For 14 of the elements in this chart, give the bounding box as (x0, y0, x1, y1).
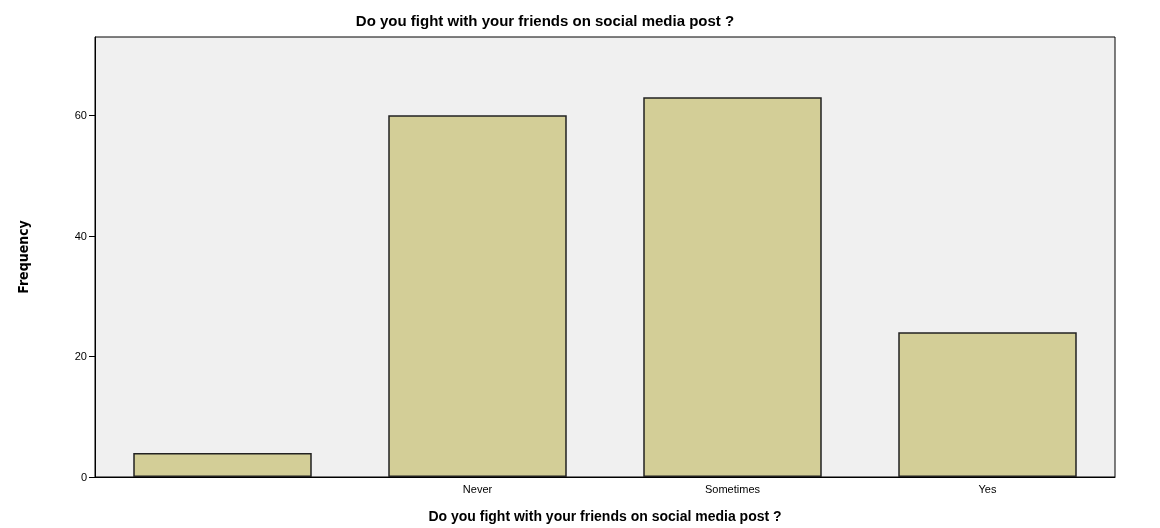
bar (643, 97, 822, 477)
y-tick-label: 60 (74, 109, 87, 122)
y-tick-label: 40 (74, 229, 87, 242)
x-tick-label: Sometimes (704, 482, 761, 495)
chart-title: Do you fight with your friends on social media post ? (355, 12, 735, 29)
x-axis-title: Do you fight with your friends on social media post ? (428, 508, 782, 524)
y-tick-label: 0 (80, 471, 87, 483)
y-axis-title: Frequency (15, 220, 31, 294)
bar (898, 332, 1077, 477)
y-tick-label: 20 (74, 350, 87, 363)
x-tick-label: Never (462, 482, 493, 495)
bar (388, 115, 567, 477)
x-tick-label: Yes (978, 482, 997, 495)
bar (133, 452, 312, 477)
